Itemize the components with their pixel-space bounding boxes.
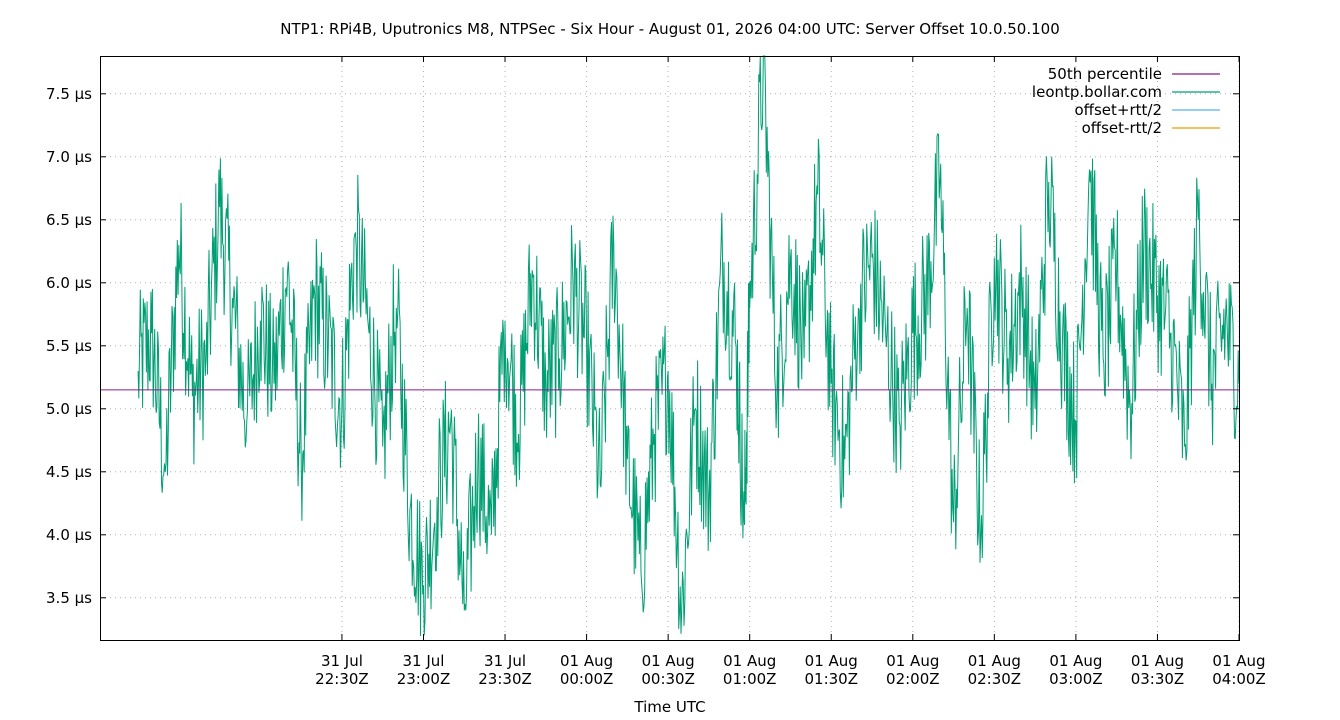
y-tick-label: 4.0 µs [46, 526, 92, 544]
chart-title: NTP1: RPi4B, Uputronics M8, NTPSec - Six… [280, 20, 1060, 38]
x-tick-label-time: 02:30Z [968, 670, 1022, 688]
x-tick-label-date: 01 Aug [886, 652, 939, 670]
series-line-leontp [137, 55, 1240, 636]
y-tick-label: 6.0 µs [46, 274, 92, 292]
x-tick-label-date: 31 Jul [403, 652, 445, 670]
legend-label: offset-rtt/2 [1082, 119, 1162, 137]
x-tick-label-time: 00:30Z [641, 670, 695, 688]
x-tick-label-date: 01 Aug [968, 652, 1021, 670]
plot-frame [100, 56, 1240, 641]
y-tick-label: 4.5 µs [46, 463, 92, 481]
x-tick-label-time: 23:00Z [397, 670, 451, 688]
x-tick-label-date: 01 Aug [1212, 652, 1265, 670]
x-tick-label-time: 00:00Z [560, 670, 614, 688]
x-axis-label: Time UTC [633, 698, 705, 716]
x-tick-label-time: 01:30Z [804, 670, 858, 688]
x-tick-label-time: 03:00Z [1049, 670, 1103, 688]
x-tick-label-time: 22:30Z [315, 670, 369, 688]
x-tick-label-date: 01 Aug [560, 652, 613, 670]
legend-label: leontp.bollar.com [1032, 83, 1162, 101]
y-tick-label: 5.5 µs [46, 337, 92, 355]
x-tick-label-time: 03:30Z [1131, 670, 1185, 688]
y-tick-label: 5.0 µs [46, 400, 92, 418]
y-tick-label: 7.5 µs [46, 85, 92, 103]
x-tick-label-time: 23:30Z [478, 670, 532, 688]
x-tick-label-date: 01 Aug [642, 652, 695, 670]
x-tick-label-time: 01:00Z [723, 670, 777, 688]
x-tick-label-date: 31 Jul [321, 652, 363, 670]
y-tick-label: 7.0 µs [46, 148, 92, 166]
axis-ticks: 3.5 µs 4.0 µs 4.5 µs 5.0 µs 5.5 µs 6.0 µs 6.5 … [46, 56, 1266, 688]
x-tick-label-time: 02:00Z [886, 670, 940, 688]
x-tick-label-time: 04:00Z [1212, 670, 1266, 688]
x-tick-label-date: 01 Aug [723, 652, 776, 670]
x-tick-label-date: 01 Aug [805, 652, 858, 670]
x-tick-label-date: 31 Jul [484, 652, 526, 670]
y-tick-label: 6.5 µs [46, 211, 92, 229]
x-tick-label-date: 01 Aug [1131, 652, 1184, 670]
series-layer [100, 55, 1240, 636]
legend-label: 50th percentile [1048, 65, 1162, 83]
legend-label: offset+rtt/2 [1074, 101, 1162, 119]
legend: 50th percentileleontp.bollar.comoffset+r… [1032, 65, 1220, 137]
y-tick-label: 3.5 µs [46, 589, 92, 607]
x-tick-label-date: 01 Aug [1049, 652, 1102, 670]
